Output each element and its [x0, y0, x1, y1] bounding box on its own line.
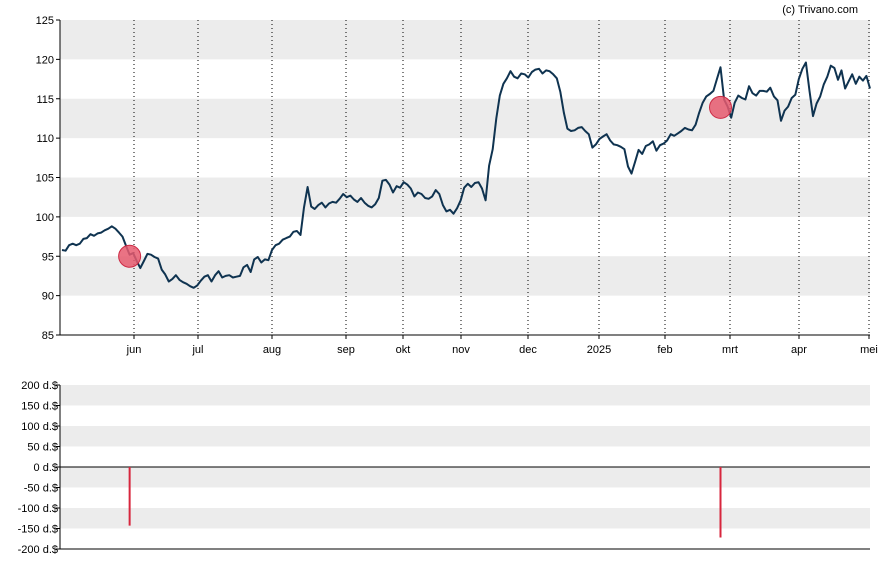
x-tick-label: sep: [337, 344, 355, 356]
grid-band: [60, 508, 870, 529]
y-tick-label: -150 d.$: [18, 524, 58, 536]
y-tick-label: 0 d.$: [34, 462, 58, 474]
transaction-chart-panel: 200 d.$ 150 d.$ 100 d.$ 50 d.$ 0 d.$ -50 d.$ -…: [18, 380, 870, 556]
y-tick-label: 90: [42, 291, 54, 303]
grid-band: [60, 20, 870, 60]
y-tick-label: 120: [36, 54, 54, 66]
transaction-marker: [709, 95, 733, 119]
x-tick-label: jul: [191, 344, 203, 356]
grid-band: [60, 177, 870, 217]
y-tick-label: 50 d.$: [27, 442, 58, 454]
y-tick-label: 150 d.$: [21, 401, 58, 413]
x-tick-label: 2025: [587, 344, 611, 356]
y-tick-label: 115: [36, 94, 54, 106]
x-tick-label: mei: [860, 344, 878, 356]
transaction-marker: [118, 244, 142, 268]
grid-band: [60, 385, 870, 406]
y-tick-label: 105: [36, 173, 54, 185]
price-chart-panel: jun jul aug sep okt nov dec 2025 feb mrt apr mei 85 9…: [36, 15, 878, 356]
x-tick-label: mrt: [722, 344, 738, 356]
y-tick-label: -100 d.$: [18, 503, 58, 515]
x-tick-label: okt: [396, 344, 411, 356]
credit-label: (c) Trivano.com: [782, 4, 858, 16]
y-tick-label: -50 d.$: [24, 483, 58, 495]
grid-band: [60, 98, 870, 139]
y-tick-label: 85: [42, 330, 54, 342]
grid-band: [60, 426, 870, 447]
y-tick-label: 200 d.$: [21, 380, 58, 392]
y-tick-label: 125: [36, 15, 54, 27]
y-tick-label: 95: [42, 251, 54, 263]
y-tick-label: 100: [36, 212, 54, 224]
grid-band: [60, 467, 870, 488]
x-tick-label: dec: [519, 344, 537, 356]
y-tick-label: 100 d.$: [21, 421, 58, 433]
grid-band: [60, 256, 870, 296]
x-tick-label: feb: [657, 344, 672, 356]
x-tick-label: jun: [126, 344, 142, 356]
x-tick-label: apr: [791, 344, 807, 356]
y-tick-label: -200 d.$: [18, 544, 58, 556]
x-tick-label: nov: [452, 344, 470, 356]
price-line: [61, 61, 871, 289]
x-tick-label: aug: [263, 344, 281, 356]
y-tick-label: 110: [36, 133, 54, 145]
